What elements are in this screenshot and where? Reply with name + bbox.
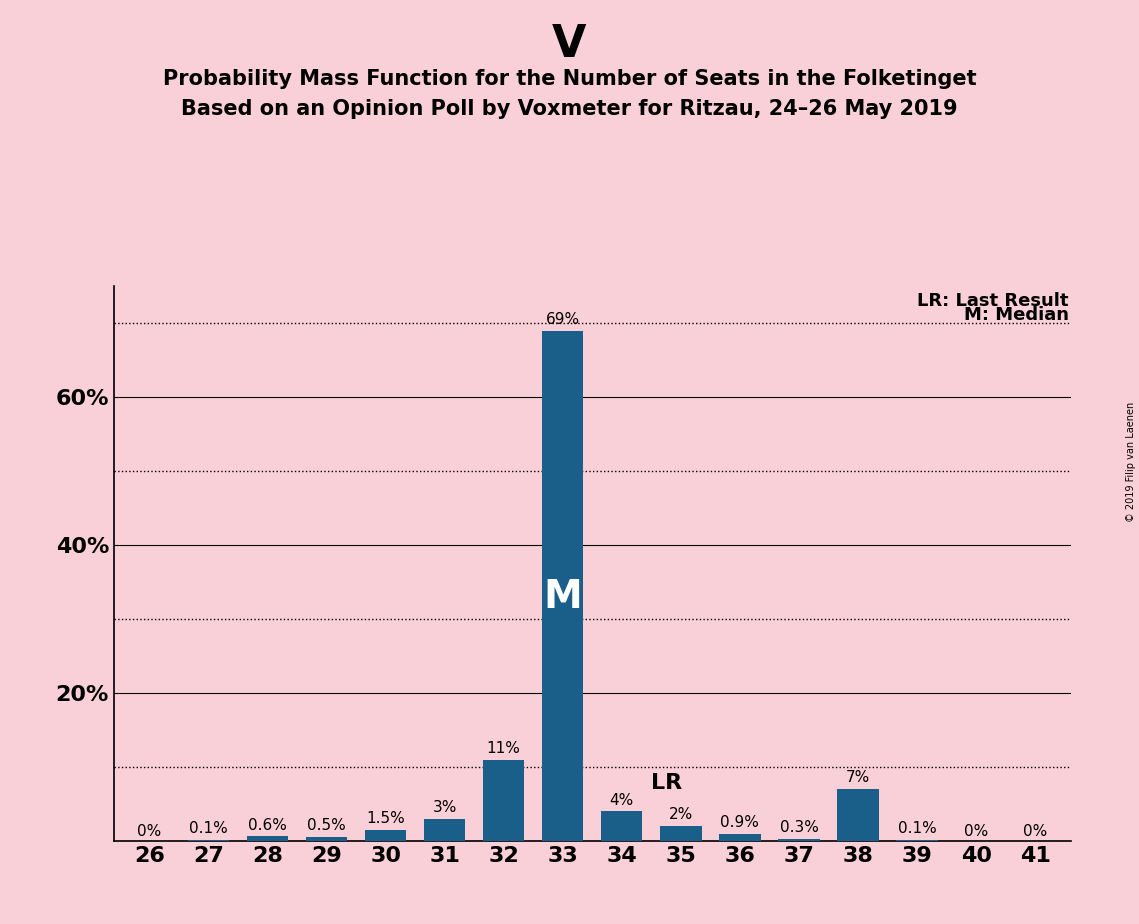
Text: 7%: 7% xyxy=(846,771,870,785)
Text: LR: Last Result: LR: Last Result xyxy=(917,292,1068,310)
Bar xyxy=(542,331,583,841)
Text: 0%: 0% xyxy=(137,824,162,839)
Text: 0.3%: 0.3% xyxy=(779,820,819,835)
Text: Probability Mass Function for the Number of Seats in the Folketinget: Probability Mass Function for the Number… xyxy=(163,69,976,90)
Bar xyxy=(719,834,761,841)
Text: 0.1%: 0.1% xyxy=(189,821,228,836)
Bar xyxy=(483,760,524,841)
Bar xyxy=(837,789,878,841)
Text: V: V xyxy=(552,23,587,67)
Text: Based on an Opinion Poll by Voxmeter for Ritzau, 24–26 May 2019: Based on an Opinion Poll by Voxmeter for… xyxy=(181,99,958,119)
Bar xyxy=(306,837,347,841)
Text: 4%: 4% xyxy=(609,793,634,808)
Text: 11%: 11% xyxy=(486,741,521,756)
Text: 0%: 0% xyxy=(964,824,989,839)
Text: © 2019 Filip van Laenen: © 2019 Filip van Laenen xyxy=(1125,402,1136,522)
Text: 2%: 2% xyxy=(669,808,693,822)
Text: M: Median: M: Median xyxy=(964,306,1068,323)
Text: 0.1%: 0.1% xyxy=(898,821,936,836)
Bar xyxy=(247,836,288,841)
Text: LR: LR xyxy=(652,772,682,793)
Bar xyxy=(424,819,466,841)
Bar xyxy=(661,826,702,841)
Text: 1.5%: 1.5% xyxy=(367,811,405,826)
Text: 0.6%: 0.6% xyxy=(248,818,287,833)
Text: 69%: 69% xyxy=(546,312,580,327)
Text: M: M xyxy=(543,578,582,616)
Bar xyxy=(601,811,642,841)
Text: 0.5%: 0.5% xyxy=(308,819,346,833)
Bar xyxy=(778,839,820,841)
Text: 3%: 3% xyxy=(433,800,457,815)
Text: 0%: 0% xyxy=(1023,824,1048,839)
Text: 0.9%: 0.9% xyxy=(721,816,760,831)
Bar xyxy=(364,830,407,841)
